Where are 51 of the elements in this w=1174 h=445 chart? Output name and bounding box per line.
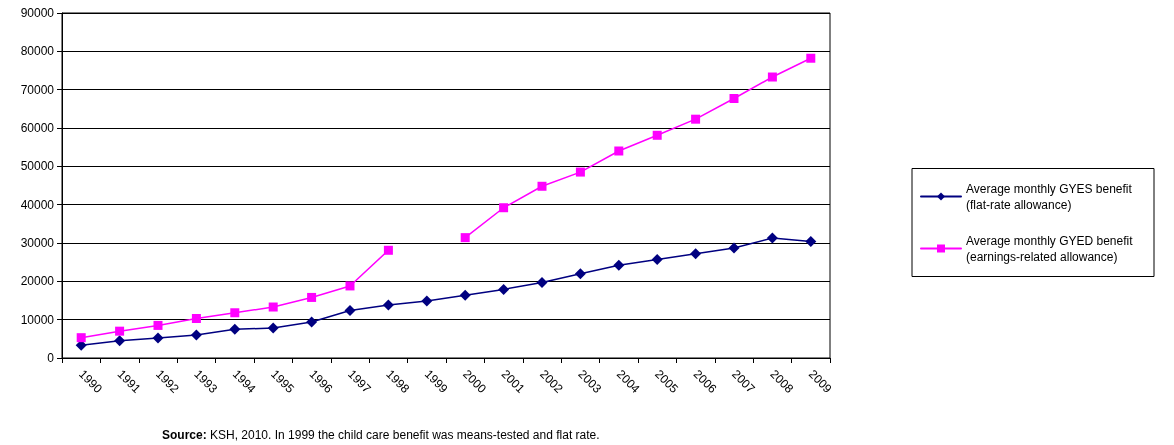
point bbox=[152, 332, 164, 344]
point bbox=[229, 323, 241, 335]
point bbox=[652, 130, 662, 140]
point bbox=[267, 322, 279, 334]
point bbox=[153, 320, 163, 330]
point bbox=[575, 167, 585, 177]
point bbox=[382, 299, 394, 311]
point bbox=[613, 259, 625, 271]
point bbox=[307, 292, 317, 302]
point bbox=[766, 232, 778, 244]
point bbox=[806, 53, 816, 63]
point bbox=[499, 203, 509, 213]
source-note: Source: KSH, 2010. In 1999 the child care benefit was means-tested and flat rate. bbox=[162, 428, 600, 442]
y-tick-label: 10000 bbox=[20, 312, 55, 327]
y-tick-label: 80000 bbox=[20, 44, 55, 59]
point bbox=[651, 253, 663, 265]
point bbox=[383, 245, 393, 255]
point bbox=[574, 268, 586, 280]
point bbox=[344, 304, 356, 316]
y-tick-label: 50000 bbox=[20, 159, 55, 174]
point bbox=[690, 248, 702, 260]
point bbox=[691, 114, 701, 124]
point bbox=[460, 233, 470, 243]
y-tick-label: 30000 bbox=[20, 236, 55, 250]
y-tick-label: 20000 bbox=[20, 274, 55, 289]
point bbox=[306, 316, 318, 328]
y-tick-label: 40000 bbox=[20, 197, 55, 212]
point bbox=[230, 308, 240, 318]
legend-label: Average monthly GYES benefit (flat-rate allowance) bbox=[966, 181, 1136, 212]
point bbox=[805, 235, 817, 247]
point bbox=[498, 283, 510, 295]
y-tick-label: 60000 bbox=[20, 121, 55, 135]
point bbox=[190, 329, 202, 341]
point bbox=[114, 335, 126, 347]
point bbox=[76, 333, 86, 343]
y-tick-label: 0 bbox=[47, 351, 55, 365]
point bbox=[729, 93, 739, 103]
legend-label: Average monthly GYED benefit (earnings-related allowance) bbox=[966, 233, 1136, 264]
point bbox=[345, 281, 355, 291]
point bbox=[728, 242, 740, 254]
point bbox=[537, 181, 547, 191]
point bbox=[459, 289, 471, 301]
point bbox=[536, 276, 548, 288]
point bbox=[115, 326, 125, 336]
point bbox=[421, 295, 433, 307]
point bbox=[191, 314, 201, 324]
y-tick-label: 70000 bbox=[20, 82, 55, 97]
y-tick-label: 90000 bbox=[20, 6, 55, 20]
point bbox=[268, 302, 278, 312]
point bbox=[767, 72, 777, 82]
point bbox=[614, 146, 624, 156]
